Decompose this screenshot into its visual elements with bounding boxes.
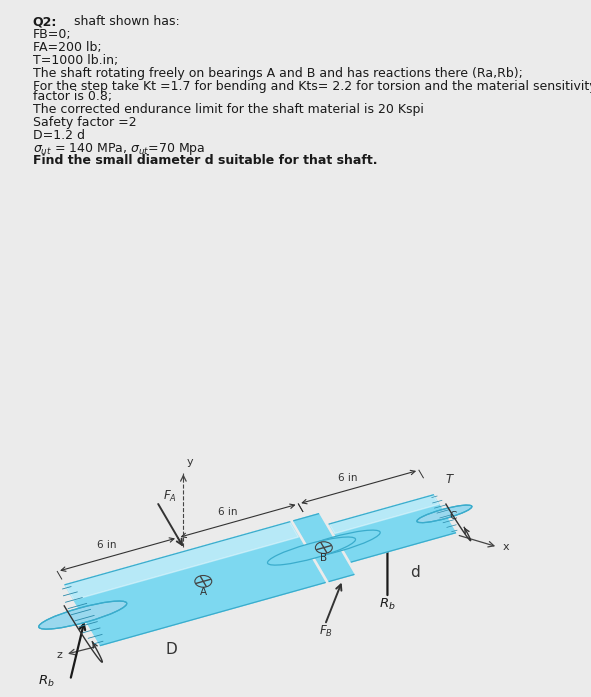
Text: D=1.2 d: D=1.2 d [33,128,85,141]
Text: $F_B$: $F_B$ [319,624,333,639]
Text: x: x [503,542,509,552]
Text: The shaft rotating freely on bearings A and B and has reactions there (Ra,Rb);: The shaft rotating freely on bearings A … [33,67,522,80]
Text: A: A [200,588,207,597]
Ellipse shape [39,601,126,629]
Text: $R_b$: $R_b$ [38,673,54,689]
Text: d: d [410,565,420,580]
Text: z: z [56,650,62,659]
Polygon shape [65,522,325,645]
Polygon shape [329,495,439,533]
Text: 6 in: 6 in [338,473,358,483]
Polygon shape [329,495,456,562]
Text: T: T [446,473,453,486]
Polygon shape [294,514,354,581]
Text: shaft shown has:: shaft shown has: [74,15,180,29]
Text: FA=200 lb;: FA=200 lb; [33,41,101,54]
Text: FB=0;: FB=0; [33,29,71,41]
Text: y: y [187,457,193,467]
Ellipse shape [268,537,356,565]
Text: $R_b$: $R_b$ [379,597,395,612]
Polygon shape [65,522,298,600]
Text: T=1000 lb.in;: T=1000 lb.in; [33,54,118,67]
Text: Find the small diameter d suitable for that shaft.: Find the small diameter d suitable for t… [33,155,377,167]
Ellipse shape [417,505,472,523]
Text: The corrected endurance limit for the shaft material is 20 Kspi: The corrected endurance limit for the sh… [33,102,423,116]
Text: Safety factor =2: Safety factor =2 [33,116,136,129]
Text: Q2:: Q2: [33,15,57,29]
Text: C: C [449,511,456,521]
Text: factor is 0.8;: factor is 0.8; [33,90,112,102]
Text: B: B [320,553,327,563]
Ellipse shape [292,530,380,558]
Text: $F_A$: $F_A$ [163,489,177,504]
Text: 6 in: 6 in [217,507,237,516]
Text: 6 in: 6 in [97,540,116,551]
Text: $\sigma_{ut}$ = 140 MPa, $\sigma_{ut}$=70 Mpa: $\sigma_{ut}$ = 140 MPa, $\sigma_{ut}$=7… [33,141,205,158]
Text: For the step take Kt =1.7 for bending and Kts= 2.2 for torsion and the material : For the step take Kt =1.7 for bending an… [33,80,591,93]
Text: D: D [166,642,178,657]
